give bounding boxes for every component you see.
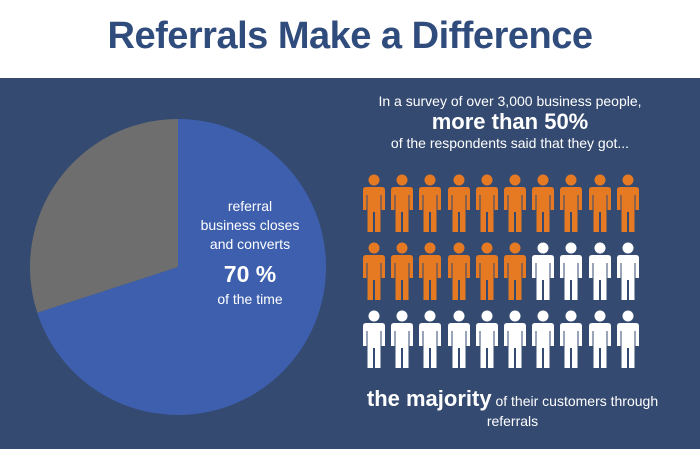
person-icon xyxy=(475,174,499,234)
pie-caption-line-3: and converts xyxy=(209,236,291,252)
person-icon xyxy=(390,242,414,302)
person-icon xyxy=(390,174,414,234)
pie-value: 70 % xyxy=(223,261,277,287)
person-icon xyxy=(390,310,414,370)
person-icon xyxy=(418,242,442,302)
pie-caption-foot: of the time xyxy=(217,291,283,307)
survey-line-3: of the respondents said that they got... xyxy=(390,135,630,151)
majority-text: the majority of their customers through … xyxy=(340,386,685,430)
person-icon xyxy=(531,310,555,370)
majority-rest: of their customers through xyxy=(491,393,659,409)
survey-emphasis: more than 50% xyxy=(431,109,589,134)
person-icon xyxy=(559,242,583,302)
pie-slice-other xyxy=(30,119,178,313)
pie-caption-line-1: referral xyxy=(227,198,273,214)
pie-slice-referral xyxy=(37,119,326,415)
survey-text: In a survey of over 3,000 business peopl… xyxy=(340,92,680,152)
person-icon xyxy=(447,242,471,302)
person-icon xyxy=(447,310,471,370)
person-icon xyxy=(503,242,527,302)
person-icon xyxy=(531,174,555,234)
person-icon xyxy=(447,174,471,234)
person-icon xyxy=(475,310,499,370)
person-icon xyxy=(503,310,527,370)
person-icon xyxy=(616,174,640,234)
person-icon xyxy=(418,174,442,234)
person-icon xyxy=(362,242,386,302)
infographic-panel: referral business closes and converts 70… xyxy=(0,78,700,449)
header: Referrals Make a Difference xyxy=(0,0,700,78)
people-grid xyxy=(362,174,644,370)
person-icon xyxy=(588,310,612,370)
person-icon xyxy=(616,310,640,370)
person-icon xyxy=(475,242,499,302)
pie-caption: referral business closes and converts 70… xyxy=(180,197,320,309)
person-icon xyxy=(559,174,583,234)
pie-caption-line-2: business closes xyxy=(200,217,300,233)
person-icon xyxy=(531,242,555,302)
person-icon xyxy=(503,174,527,234)
person-icon xyxy=(559,310,583,370)
page-title: Referrals Make a Difference xyxy=(107,14,593,57)
survey-line-1: In a survey of over 3,000 business peopl… xyxy=(378,93,642,109)
majority-line-2: referrals xyxy=(486,413,539,429)
pie-chart: referral business closes and converts 70… xyxy=(30,119,326,415)
person-icon xyxy=(418,310,442,370)
person-icon xyxy=(616,242,640,302)
person-icon xyxy=(588,242,612,302)
pie-svg xyxy=(30,119,326,415)
majority-emphasis: the majority xyxy=(366,386,492,411)
person-icon xyxy=(362,174,386,234)
person-icon xyxy=(362,310,386,370)
person-icon xyxy=(588,174,612,234)
